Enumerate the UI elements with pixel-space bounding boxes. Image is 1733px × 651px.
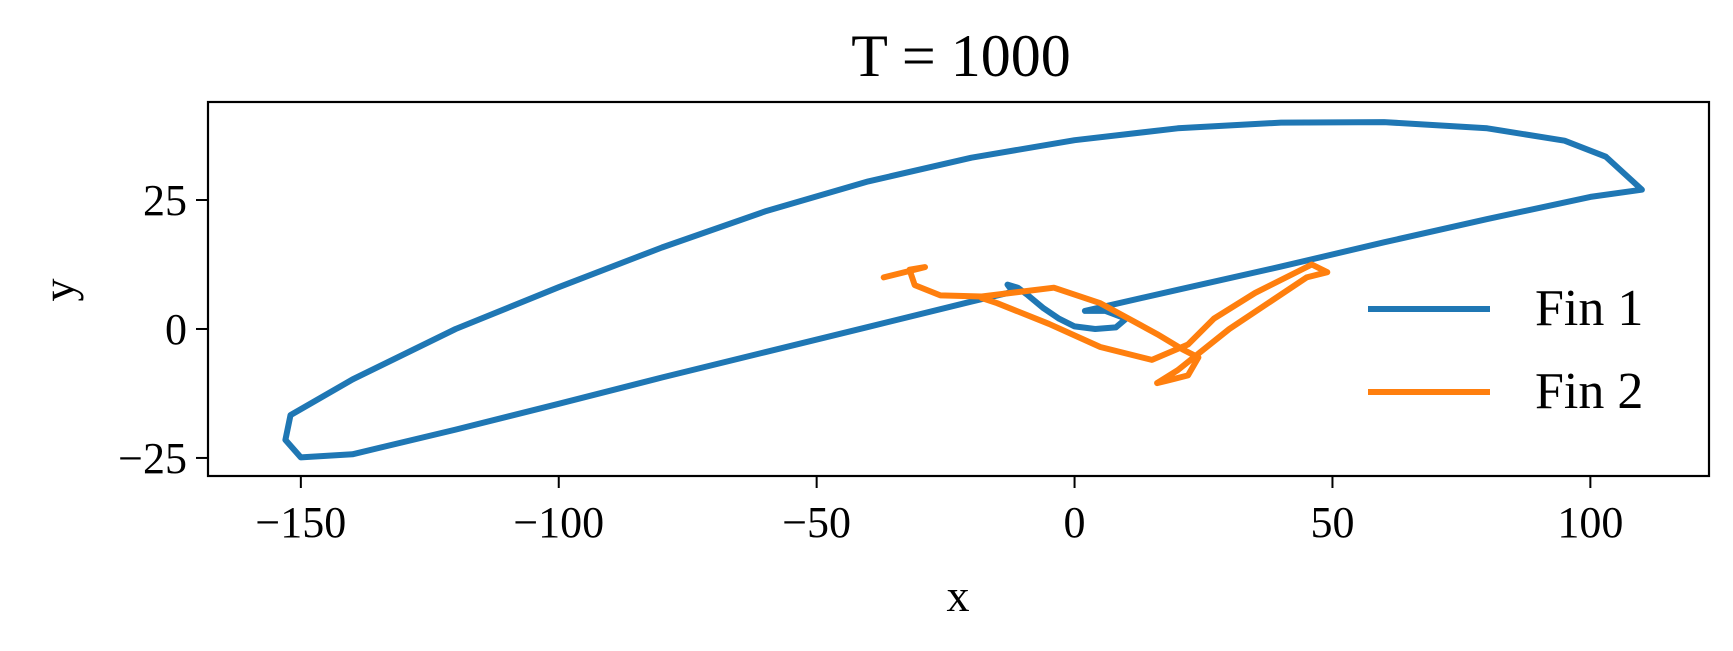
x-tick-label: 100 xyxy=(1557,498,1623,547)
y-axis-label: y xyxy=(33,279,84,302)
legend-label-1: Fin 1 xyxy=(1535,280,1643,337)
x-tick-label: −100 xyxy=(513,498,604,547)
x-tick-label: −50 xyxy=(782,498,851,547)
y-tick-label: 25 xyxy=(143,176,187,225)
x-axis-ticks: −150 −100 −50 0 50 100 xyxy=(255,476,1623,547)
y-tick-label: 0 xyxy=(165,305,187,354)
x-tick-label: −150 xyxy=(255,498,346,547)
legend: Fin 1 Fin 2 xyxy=(1368,280,1643,420)
x-tick-label: 50 xyxy=(1310,498,1354,547)
plot-frame xyxy=(206,100,1711,478)
legend-label-2: Fin 2 xyxy=(1535,363,1643,420)
series-line-2 xyxy=(880,261,1331,387)
y-tick-label: −25 xyxy=(118,434,187,483)
y-axis-ticks: −25 0 25 xyxy=(118,176,208,483)
x-axis-label: x xyxy=(947,570,970,621)
x-tick-label: 0 xyxy=(1064,498,1086,547)
chart-title: T = 1000 xyxy=(851,23,1070,89)
series-line-1 xyxy=(282,119,1645,461)
plot-lines xyxy=(282,119,1645,461)
